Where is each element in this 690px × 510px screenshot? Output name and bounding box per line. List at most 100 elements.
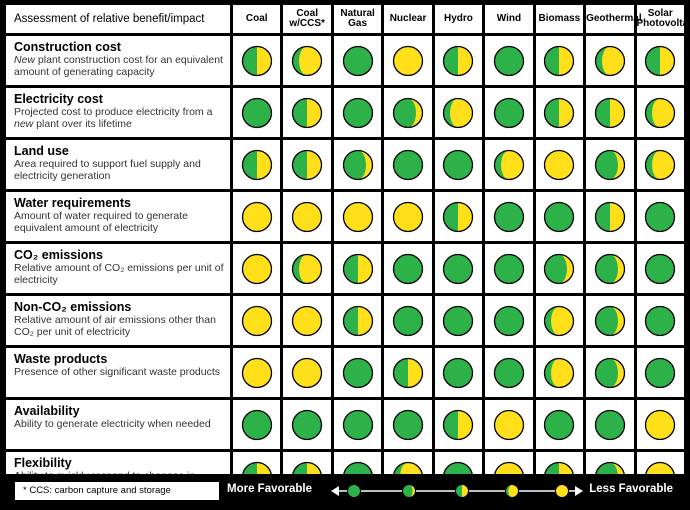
rating-cell: [384, 400, 432, 449]
rating-cell: [535, 400, 584, 449]
rating-green-icon: [645, 357, 676, 388]
column-header-hydro: Hydro: [434, 5, 483, 33]
rating-cell: [333, 36, 382, 85]
rating-gibbous-icon: [392, 97, 424, 128]
rating-cell: [485, 88, 533, 137]
rating-indicator: [645, 253, 676, 284]
rating-green-icon: [544, 409, 575, 440]
rating-cell: [586, 36, 634, 85]
rating-indicator: [392, 97, 424, 128]
rating-cell: [283, 244, 331, 293]
rating-indicator: [493, 149, 525, 180]
row-desc-text: plant construction cost for an equivalen…: [14, 54, 223, 78]
rating-crescent-icon: [544, 305, 575, 336]
rating-indicator: [544, 409, 575, 440]
rating-cell: [485, 244, 533, 293]
rating-crescent-icon: [292, 45, 323, 76]
rating-cell: [233, 244, 281, 293]
row-subtitle: Presence of other significant waste prod…: [14, 366, 224, 378]
rating-cell: [586, 192, 634, 241]
less-favorable-label: Less Favorable: [589, 483, 673, 495]
row-subtitle: Relative amount of air emissions other t…: [14, 314, 224, 338]
rating-indicator: [493, 357, 525, 388]
rating-indicator: [594, 357, 625, 388]
rating-green-icon: [342, 97, 373, 128]
row-title: Waste products: [14, 352, 108, 366]
rating-cell: [283, 400, 331, 449]
rating-yellow-icon: [241, 305, 272, 336]
table-title: Assessment of relative benefit/impact: [6, 5, 230, 33]
table-row: Water requirements Amount of water requir…: [6, 192, 684, 241]
rating-gibbous-icon: [342, 149, 373, 180]
rating-green-icon: [443, 253, 474, 284]
rating-crescent-icon: [645, 149, 676, 180]
rating-indicator: [292, 45, 323, 76]
rating-green-icon: [493, 253, 525, 284]
column-header-geothermal: Geothermal: [586, 5, 642, 33]
rating-cell: [333, 400, 382, 449]
row-desc-text: plant over its lifetime: [33, 118, 132, 130]
rating-green-icon: [594, 409, 625, 440]
rating-cell: [233, 140, 281, 189]
rating-cell: [434, 192, 483, 241]
rating-yellow-icon: [292, 201, 323, 232]
rating-green-icon: [645, 253, 676, 284]
rating-cell: [434, 140, 483, 189]
row-description-cell: CO₂ emissions Relative amount of CO₂ emis…: [6, 244, 230, 293]
row-desc-text: Relative amount of CO₂ emissions per uni…: [14, 262, 224, 286]
footer: * CCS: carbon capture and storage More F…: [5, 474, 685, 506]
rating-indicator: [594, 253, 625, 284]
rating-indicator: [544, 201, 575, 232]
rating-green-icon: [443, 357, 474, 388]
rating-indicator: [342, 305, 373, 336]
rating-gibbous-icon: [544, 253, 575, 284]
rating-indicator: [292, 409, 323, 440]
rating-half-icon: [645, 45, 676, 76]
rating-yellow-icon: [241, 357, 272, 388]
row-title: Non-CO₂ emissions: [14, 300, 132, 314]
rating-indicator: [443, 45, 474, 76]
rating-cell: [434, 296, 483, 345]
row-desc-text: Amount of water required to generate equ…: [14, 210, 188, 234]
rating-half-icon: [342, 253, 373, 284]
rating-half-icon: [544, 97, 575, 128]
header-row: Assessment of relative benefit/impact Co…: [6, 5, 690, 33]
column-header-natural-gas: Natural Gas: [333, 5, 382, 33]
rating-yellow-icon: [241, 253, 272, 284]
more-favorable-label: More Favorable: [227, 483, 312, 495]
rating-gibbous-icon: [594, 305, 625, 336]
rating-green-icon: [493, 45, 525, 76]
rating-half-icon: [443, 201, 474, 232]
row-description-cell: Electricity cost Projected cost to produc…: [6, 88, 230, 137]
rating-green-icon: [392, 253, 424, 284]
row-description-cell: Non-CO₂ emissions Relative amount of air …: [6, 296, 230, 345]
rating-indicator: [443, 409, 474, 440]
rating-cell: [283, 140, 331, 189]
rating-cell: [636, 88, 684, 137]
rating-indicator: [292, 97, 323, 128]
rating-indicator: [594, 409, 625, 440]
row-description-cell: Waste products Presence of other signific…: [6, 348, 230, 397]
rating-green-icon: [392, 409, 424, 440]
rating-indicator: [392, 305, 424, 336]
rating-yellow-icon: [392, 45, 424, 76]
column-header-coal: Coal: [233, 5, 281, 33]
row-desc-emphasis: new: [14, 118, 34, 130]
rating-yellow-icon: [645, 409, 676, 440]
rating-yellow-icon: [292, 305, 323, 336]
row-description-cell: Water requirements Amount of water requir…: [6, 192, 230, 241]
rating-cell: [636, 296, 684, 345]
rating-cell: [535, 192, 584, 241]
table-row: Non-CO₂ emissions Relative amount of air …: [6, 296, 684, 345]
rating-indicator: [392, 201, 424, 232]
rating-indicator: [241, 45, 272, 76]
table-body: Construction cost New plant construction …: [6, 36, 684, 501]
rating-cell: [283, 36, 331, 85]
rating-indicator: [392, 409, 424, 440]
row-title: CO₂ emissions: [14, 248, 103, 262]
rating-indicator: [241, 149, 272, 180]
rating-indicator: [645, 201, 676, 232]
row-desc-text: Relative amount of air emissions other t…: [14, 314, 216, 338]
row-subtitle: Projected cost to produce electricity fr…: [14, 106, 224, 130]
rating-crescent-icon: [292, 253, 323, 284]
